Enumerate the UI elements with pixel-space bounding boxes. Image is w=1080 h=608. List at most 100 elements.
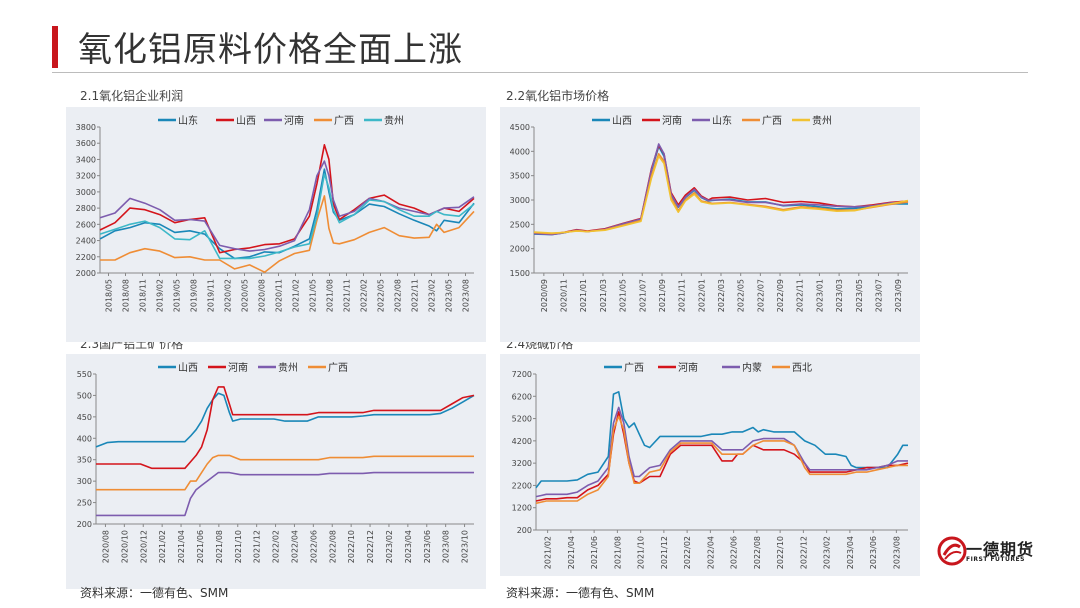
series-line-5 xyxy=(533,155,909,234)
legend-label: 山西 xyxy=(612,115,632,127)
x-tick-label: 2021/11 xyxy=(343,279,352,312)
x-tick-label: 2019/02 xyxy=(156,279,165,312)
chart-3-plot: 200 250 300 350 400 450 500 550 2020/08 2020/10 20… xyxy=(77,361,475,563)
x-tick-label: 2022/06 xyxy=(309,530,318,563)
x-tick-label: 2022/12 xyxy=(799,536,808,569)
series-line-2 xyxy=(535,411,909,502)
y-tick-label: 200 xyxy=(517,526,532,535)
x-tick-label: 2021/12 xyxy=(253,530,262,563)
x-tick-label: 2020/12 xyxy=(139,530,148,563)
legend-label: 广西 xyxy=(624,362,644,374)
series-line-4 xyxy=(535,415,908,505)
x-tick-label: 2021/10 xyxy=(234,530,243,563)
x-tick-label: 2023/05 xyxy=(855,279,864,312)
title-accent-bar xyxy=(52,26,58,68)
series-line-3 xyxy=(96,471,474,517)
x-tick-label: 2020/10 xyxy=(120,530,129,563)
y-tick-label: 3800 xyxy=(76,123,96,132)
series-line-2 xyxy=(96,386,475,470)
x-tick-label: 2022/11 xyxy=(411,279,420,312)
x-tick-label: 2021/08 xyxy=(613,536,622,569)
series-line-1 xyxy=(99,168,475,260)
source-note-left: 资料来源：一德有色、SMM xyxy=(80,586,229,600)
legend-label: 贵州 xyxy=(384,114,404,127)
x-tick-label: 2023/04 xyxy=(404,530,413,563)
legend-label: 山东 xyxy=(178,114,198,127)
x-tick-label: 2021/02 xyxy=(158,530,167,563)
x-tick-label: 2020/11 xyxy=(560,279,569,312)
x-tick-label: 2022/02 xyxy=(360,279,369,312)
x-tick-label: 2022/12 xyxy=(366,530,375,563)
x-tick-label: 2023/08 xyxy=(462,279,471,312)
y-tick-label: 200 xyxy=(77,520,92,529)
series-line-3 xyxy=(533,143,909,236)
y-tick-label: 3500 xyxy=(510,172,530,181)
x-tick-label: 2021/02 xyxy=(544,536,553,569)
series-line-4 xyxy=(100,195,475,273)
y-tick-label: 3000 xyxy=(76,188,96,197)
x-tick-label: 2021/05 xyxy=(309,279,318,312)
y-tick-label: 3200 xyxy=(512,459,532,468)
legend-label: 广西 xyxy=(328,362,348,374)
x-tick-label: 2021/03 xyxy=(599,279,608,312)
chart-2-subtitle: 2.2氧化铝市场价格 xyxy=(506,89,610,103)
y-tick-label: 1500 xyxy=(510,269,530,278)
x-tick-label: 2021/08 xyxy=(215,530,224,563)
x-tick-label: 2020/02 xyxy=(224,279,233,312)
y-tick-label: 7200 xyxy=(512,370,532,379)
y-tick-label: 3000 xyxy=(510,196,530,205)
x-tick-label: 2023/06 xyxy=(869,536,878,569)
legend-label: 河南 xyxy=(228,361,248,374)
page-title: 氧化铝原料价格全面上涨 xyxy=(78,30,463,70)
series-line-4 xyxy=(533,153,909,235)
x-tick-label: 2023/06 xyxy=(423,530,432,563)
x-tick-label: 2021/09 xyxy=(658,279,667,312)
x-tick-label: 2022/07 xyxy=(756,279,765,312)
series-line-1 xyxy=(535,391,908,489)
legend-label: 山东 xyxy=(712,114,732,127)
x-tick-label: 2022/02 xyxy=(272,530,281,563)
y-tick-label: 2800 xyxy=(76,204,96,213)
legend-label: 贵州 xyxy=(812,114,832,127)
x-tick-label: 2018/05 xyxy=(105,279,114,312)
chart-2-panel: 1500 2000 2500 3000 3500 4000 4500 2020/09 2020/… xyxy=(500,107,920,342)
y-tick-label: 350 xyxy=(77,456,92,465)
y-tick-label: 400 xyxy=(77,434,92,443)
x-tick-label: 2023/08 xyxy=(442,530,451,563)
source-note-right: 资料来源：一德有色、SMM xyxy=(506,586,655,600)
x-tick-label: 2022/10 xyxy=(347,530,356,563)
legend-label: 山西 xyxy=(236,115,256,127)
y-tick-label: 2200 xyxy=(512,481,532,490)
x-tick-label: 2019/08 xyxy=(190,279,199,312)
x-tick-label: 2020/09 xyxy=(540,279,549,312)
series-line-4 xyxy=(96,454,474,491)
x-tick-label: 2023/04 xyxy=(846,536,855,569)
y-tick-label: 2600 xyxy=(76,220,96,229)
y-tick-label: 2500 xyxy=(510,220,530,229)
x-tick-label: 2022/03 xyxy=(717,279,726,312)
y-tick-label: 2200 xyxy=(76,253,96,262)
x-tick-label: 2022/02 xyxy=(683,536,692,569)
x-tick-label: 2022/01 xyxy=(697,279,706,312)
x-tick-label: 2023/01 xyxy=(815,279,824,312)
x-tick-label: 2021/06 xyxy=(196,530,205,563)
company-logo-icon xyxy=(937,536,967,566)
y-tick-label: 3600 xyxy=(76,139,96,148)
x-tick-label: 2021/12 xyxy=(660,536,669,569)
x-tick-label: 2022/08 xyxy=(753,536,762,569)
legend-label: 西北 xyxy=(792,362,812,374)
company-name-en: FIRST FUTURES xyxy=(966,556,1025,563)
x-tick-label: 2020/08 xyxy=(101,530,110,563)
chart-1-plot: 2000 2200 2400 2600 2800 3000 3200 3400 3600 3800… xyxy=(76,114,475,312)
x-tick-label: 2021/04 xyxy=(177,530,186,563)
x-tick-label: 2021/11 xyxy=(678,279,687,312)
x-tick-label: 2022/10 xyxy=(776,536,785,569)
x-tick-label: 2022/06 xyxy=(730,536,739,569)
chart-1-panel: 2000 2200 2400 2600 2800 3000 3200 3400 3600 3800… xyxy=(66,107,486,342)
x-tick-label: 2023/05 xyxy=(445,279,454,312)
y-tick-label: 2000 xyxy=(510,245,530,254)
y-tick-label: 5200 xyxy=(512,415,532,424)
series-line-2 xyxy=(533,144,909,235)
x-tick-label: 2022/08 xyxy=(394,279,403,312)
legend-label: 广西 xyxy=(762,115,782,127)
